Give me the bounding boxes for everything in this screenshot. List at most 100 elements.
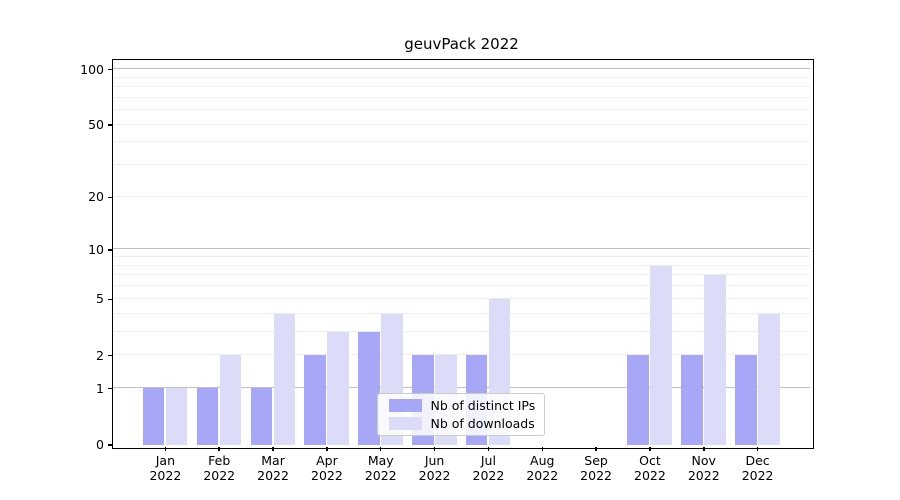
x-tick-label: Oct 2022	[615, 453, 685, 483]
y-tick-mark	[107, 68, 112, 71]
y-tick-mark	[107, 249, 112, 251]
x-tick-mark	[703, 446, 705, 451]
y-gridline-minor	[112, 195, 810, 197]
legend-label-downloads: Nb of downloads	[430, 415, 535, 431]
x-tick-year: 2022	[203, 468, 236, 483]
bar-distinct-ips	[735, 355, 757, 445]
x-tick-label: Feb 2022	[184, 453, 254, 483]
x-tick-label: Jul 2022	[453, 453, 523, 483]
y-gridline-minor	[112, 285, 810, 287]
y-gridline-minor	[112, 141, 810, 143]
x-tick-mark	[164, 446, 167, 451]
y-tick-label: 100	[80, 61, 104, 77]
x-tick-label: Jan 2022	[130, 453, 200, 483]
bar-distinct-ips	[681, 355, 703, 445]
y-gridline-major	[112, 387, 810, 389]
x-tick-month: Oct	[639, 453, 661, 468]
downloads-swatch	[388, 416, 422, 430]
y-tick-label: 10	[88, 241, 104, 257]
x-tick-year: 2022	[149, 468, 182, 483]
x-tick-mark	[649, 446, 651, 451]
bar-downloads	[273, 313, 296, 445]
legend-item-downloads: Nb of downloads	[378, 415, 544, 431]
bar-downloads	[650, 265, 672, 445]
x-tick-month: Feb	[208, 453, 231, 468]
bar-distinct-ips	[196, 388, 219, 445]
x-tick-year: 2022	[687, 468, 720, 483]
bar-distinct-ips	[304, 355, 326, 445]
plot-inner: Nb of distinct IPs Nb of downloads	[112, 60, 810, 445]
x-tick-month: Jan	[155, 453, 176, 468]
x-tick-month: Mar	[261, 453, 285, 468]
x-tick-month: Dec	[745, 453, 770, 468]
y-gridline-minor	[112, 164, 810, 166]
bar-downloads	[219, 355, 242, 445]
y-gridline-major	[112, 68, 810, 70]
bar-downloads	[704, 275, 726, 445]
x-tick-month: Sep	[584, 453, 608, 468]
plot-area: Nb of distinct IPs Nb of downloads	[111, 58, 814, 449]
y-tick-mark	[107, 298, 112, 300]
x-tick-label: Nov 2022	[669, 453, 739, 483]
x-tick-mark	[595, 446, 597, 451]
x-tick-year: 2022	[311, 468, 343, 483]
x-tick-year: 2022	[526, 468, 559, 483]
y-gridline-minor	[112, 76, 810, 78]
y-gridline-minor	[112, 312, 810, 314]
x-tick-mark	[379, 446, 382, 451]
y-gridline-minor	[112, 354, 810, 356]
x-tick-year: 2022	[472, 468, 505, 483]
x-tick-month: Jun	[424, 453, 445, 468]
x-tick-mark	[218, 446, 220, 451]
y-gridline-minor	[112, 123, 810, 125]
x-tick-label: Apr 2022	[292, 453, 362, 483]
x-tick-label: Sep 2022	[561, 453, 631, 483]
x-tick-month: Nov	[691, 453, 716, 468]
legend-item-distinct-ips: Nb of distinct IPs	[378, 398, 544, 413]
x-tick-mark	[433, 446, 436, 451]
x-tick-label: Mar 2022	[238, 453, 308, 483]
y-tick-label: 2	[96, 347, 104, 363]
bar-downloads	[327, 331, 349, 445]
chart-title: geuvPack 2022	[404, 35, 519, 53]
distinct-ips-swatch	[388, 398, 422, 412]
y-tick-label: 20	[88, 189, 104, 205]
y-tick-mark	[107, 124, 112, 126]
bar-distinct-ips	[358, 331, 380, 445]
bar-downloads	[758, 313, 780, 445]
x-tick-label: Aug 2022	[507, 453, 577, 483]
y-tick-label: 0	[96, 437, 104, 452]
y-gridline-major	[112, 248, 810, 250]
y-tick-mark	[107, 196, 112, 199]
y-tick-label: 1	[96, 380, 104, 396]
x-tick-mark	[326, 446, 328, 451]
x-tick-month: May	[367, 453, 394, 468]
x-tick-month: Aug	[530, 453, 555, 468]
y-gridline-minor	[112, 256, 810, 258]
y-gridline-minor	[112, 297, 810, 299]
x-tick-year: 2022	[580, 468, 612, 483]
y-tick-mark	[107, 354, 112, 357]
x-tick-year: 2022	[257, 468, 289, 483]
bar-distinct-ips	[250, 388, 273, 445]
y-tick-label: 50	[88, 117, 104, 133]
x-tick-month: Jul	[480, 453, 496, 468]
y-gridline-minor	[112, 96, 810, 98]
x-tick-year: 2022	[741, 468, 774, 483]
x-tick-mark	[272, 446, 274, 451]
y-tick-mark	[107, 387, 112, 390]
y-gridline-minor	[112, 330, 810, 332]
x-tick-year: 2022	[634, 468, 666, 483]
y-gridline-minor	[112, 109, 810, 111]
x-tick-year: 2022	[418, 468, 451, 483]
y-tick-label: 5	[96, 291, 104, 307]
x-tick-year: 2022	[364, 468, 397, 483]
x-tick-mark	[487, 446, 490, 451]
bar-downloads	[165, 388, 188, 445]
y-tick-mark	[107, 444, 112, 446]
x-tick-label: Jun 2022	[400, 453, 470, 483]
legend: Nb of distinct IPs Nb of downloads	[376, 392, 545, 436]
bar-distinct-ips	[627, 355, 649, 445]
y-gridline-minor	[112, 86, 810, 88]
